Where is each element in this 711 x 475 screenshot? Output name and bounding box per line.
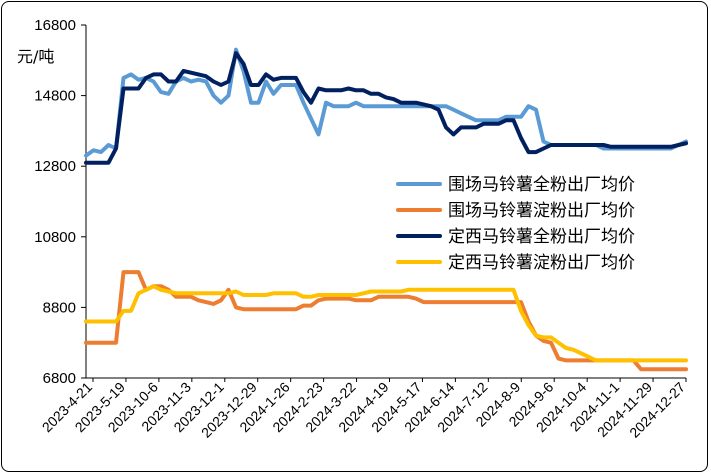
y-tick-label: 12800	[34, 158, 76, 175]
series-line-3	[84, 51, 688, 165]
legend-label-2: 围场马铃薯淀粉出厂均价	[448, 201, 635, 221]
series-line-1	[84, 47, 688, 158]
y-axis-unit-label: 元/吨	[17, 47, 54, 66]
legend-label-1: 围场马铃薯全粉出厂均价	[448, 175, 635, 195]
legend-label-4: 定西马铃薯淀粉出厂均价	[448, 253, 635, 273]
series-line-4	[84, 284, 688, 363]
legend: 围场马铃薯全粉出厂均价围场马铃薯淀粉出厂均价定西马铃薯全粉出厂均价定西马铃薯淀粉…	[396, 175, 635, 273]
series-line-2	[84, 270, 688, 372]
y-axis-ticks: 16800 14800 12800 10800 8800 6800	[34, 17, 86, 387]
x-axis-ticks: 2023-4-212023-5-192023-10-62023-11-32023…	[39, 378, 688, 441]
legend-label-3: 定西马铃薯全粉出厂均价	[448, 227, 635, 247]
y-tick-label: 8800	[43, 299, 76, 316]
y-tick-label: 16800	[34, 17, 76, 34]
y-tick-label: 6800	[43, 370, 76, 387]
series-lines	[84, 47, 688, 372]
y-tick-label: 14800	[34, 88, 76, 105]
y-tick-label: 10800	[34, 229, 76, 246]
